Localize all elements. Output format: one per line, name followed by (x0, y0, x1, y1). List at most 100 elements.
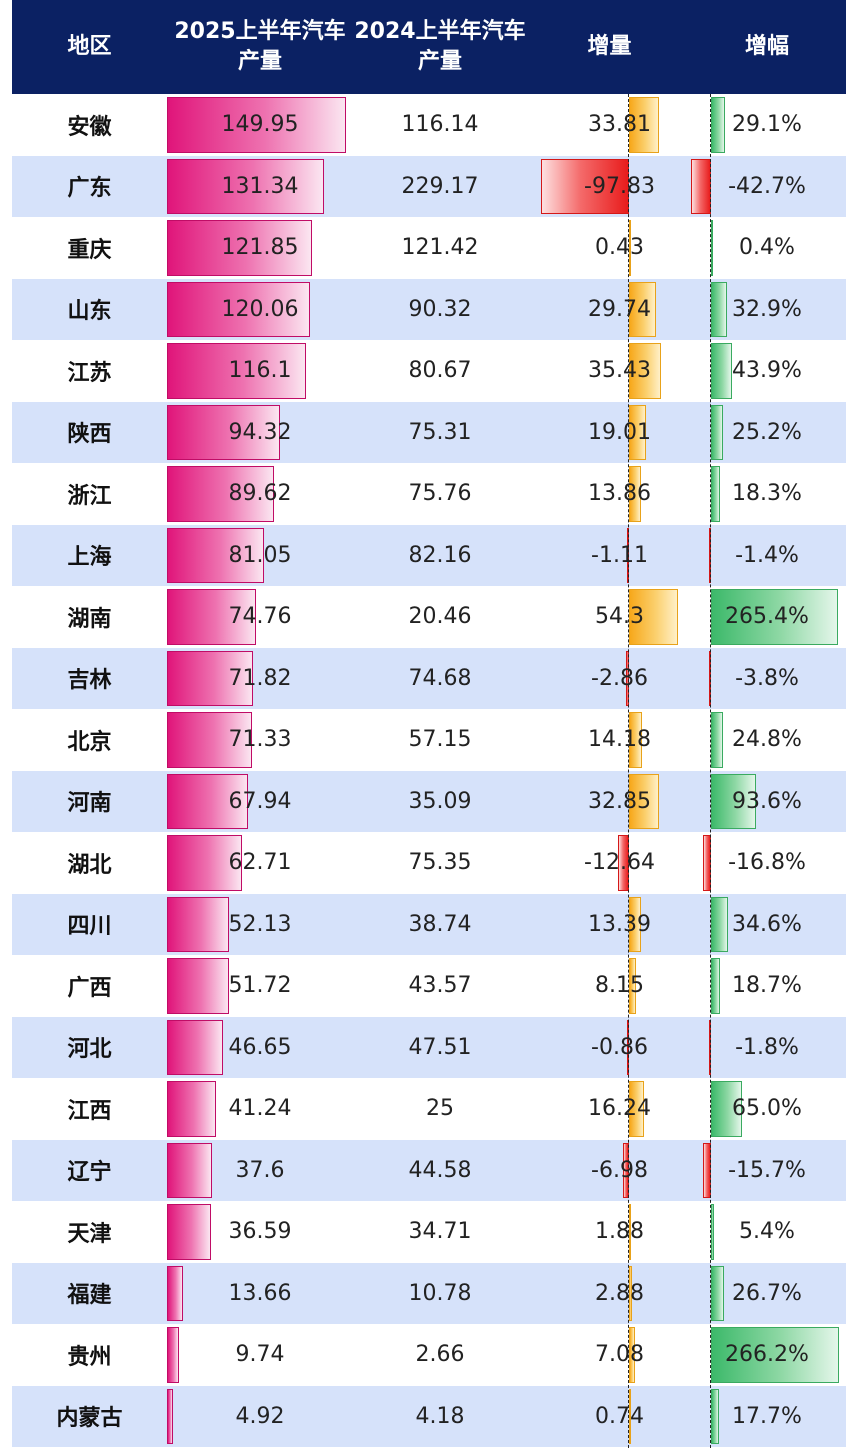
header-prod-2024: 2024上半年汽车 产量 (354, 19, 526, 74)
increase-cell: 16.24 (588, 1096, 651, 1122)
increase-cell: -6.98 (591, 1157, 648, 1183)
growth-bar (711, 466, 720, 522)
increase-cell: 35.43 (588, 358, 651, 384)
table-row: 安徽 149.95 116.14 33.81 29.1% (12, 94, 846, 156)
table-row: 辽宁 37.6 44.58 -6.98 -15.7% (12, 1139, 846, 1201)
growth-bar (711, 343, 733, 399)
increase-zero-axis (628, 94, 629, 1448)
growth-bar (711, 220, 713, 276)
increase-bar (629, 589, 678, 645)
growth-cell: -15.7% (728, 1157, 806, 1183)
production-bar (167, 404, 280, 460)
prod-2025-cell: 46.65 (228, 1034, 292, 1060)
table-header: 地区 2025上半年汽车 产量 2024上半年汽车 产量 增量 增幅 (12, 0, 846, 94)
region-cell: 陕西 (67, 422, 112, 448)
prod-2024-cell: 82.16 (408, 542, 472, 568)
prod-2025-cell: 62.71 (228, 850, 292, 876)
growth-bar (711, 589, 839, 645)
increase-bar (629, 896, 642, 952)
region-cell: 上海 (67, 545, 112, 571)
increase-bar (629, 1204, 631, 1260)
prod-2025-cell: 81.05 (228, 542, 292, 568)
increase-bar (629, 1081, 644, 1137)
table-row: 河南 67.94 35.09 32.85 93.6% (12, 770, 846, 832)
growth-cell: -16.8% (728, 850, 806, 876)
table-row: 天津 36.59 34.71 1.88 5.4% (12, 1201, 846, 1263)
increase-bar (540, 158, 629, 214)
production-bar (167, 835, 242, 891)
prod-2024-cell: 2.66 (415, 1342, 465, 1368)
prod-2024-cell: 20.46 (408, 604, 472, 630)
increase-cell: 2.88 (595, 1280, 644, 1306)
region-cell: 江西 (67, 1098, 112, 1124)
prod-2024-cell: 116.14 (401, 112, 479, 138)
increase-bar (629, 958, 637, 1014)
increase-cell: 8.15 (595, 973, 644, 999)
table-row: 山东 120.06 90.32 29.74 32.9% (12, 278, 846, 340)
production-bar (167, 1204, 211, 1260)
prod-2024-cell: 75.31 (408, 419, 472, 445)
region-cell: 湖南 (67, 606, 112, 632)
prod-2025-cell: 41.24 (228, 1096, 292, 1122)
region-cell: 内蒙古 (56, 1406, 123, 1432)
prod-2024-cell: 35.09 (408, 788, 472, 814)
increase-bar (629, 404, 647, 460)
region-cell: 山东 (67, 299, 112, 325)
prod-2024-cell: 43.57 (408, 973, 472, 999)
production-bar (167, 896, 230, 952)
prod-2025-cell: 71.82 (228, 665, 292, 691)
region-cell: 北京 (67, 729, 112, 755)
table-row: 福建 13.66 10.78 2.88 26.7% (12, 1262, 846, 1324)
increase-cell: -2.86 (591, 665, 648, 691)
table-row: 河北 46.65 47.51 -0.86 -1.8% (12, 1016, 846, 1078)
prod-2025-cell: 131.34 (221, 173, 299, 199)
prod-2025-cell: 120.06 (221, 296, 299, 322)
growth-cell: 5.4% (739, 1219, 795, 1245)
increase-bar (629, 220, 631, 276)
growth-bar (711, 281, 727, 337)
growth-bar (711, 958, 720, 1014)
prod-2025-cell: 121.85 (221, 235, 299, 261)
production-bar (167, 97, 346, 153)
prod-2025-cell: 74.76 (228, 604, 292, 630)
region-cell: 湖北 (67, 852, 112, 878)
increase-cell: 54.3 (595, 604, 644, 630)
prod-2024-cell: 121.42 (401, 235, 479, 261)
prod-2024-cell: 4.18 (415, 1403, 465, 1429)
region-cell: 辽宁 (67, 1160, 112, 1186)
region-cell: 广东 (67, 176, 112, 202)
growth-cell: 65.0% (732, 1096, 802, 1122)
growth-cell: 24.8% (732, 727, 802, 753)
increase-cell: 32.85 (588, 788, 651, 814)
increase-bar (629, 1327, 636, 1383)
production-table: 地区 2025上半年汽车 产量 2024上半年汽车 产量 增量 增幅 安徽 149… (12, 0, 846, 1448)
growth-cell: 17.7% (732, 1403, 802, 1429)
increase-bar (629, 97, 660, 153)
production-bar (167, 589, 257, 645)
table-row: 陕西 94.32 75.31 19.01 25.2% (12, 401, 846, 463)
prod-2025-cell: 71.33 (228, 727, 292, 753)
region-cell: 四川 (67, 914, 112, 940)
production-bar (167, 158, 324, 214)
growth-cell: 34.6% (732, 911, 802, 937)
prod-2025-cell: 67.94 (228, 788, 292, 814)
increase-cell: -97.83 (584, 173, 655, 199)
production-bar (167, 281, 311, 337)
region-cell: 天津 (67, 1221, 112, 1247)
growth-bar (711, 1204, 714, 1260)
increase-cell: 0.74 (595, 1403, 644, 1429)
prod-2025-cell: 13.66 (228, 1280, 292, 1306)
growth-cell: -1.4% (735, 542, 799, 568)
header-increase: 增量 (587, 34, 632, 59)
prod-2024-cell: 25 (426, 1096, 454, 1122)
table-row: 广西 51.72 43.57 8.15 18.7% (12, 955, 846, 1017)
region-cell: 浙江 (67, 483, 112, 509)
growth-cell: 266.2% (725, 1342, 809, 1368)
increase-cell: 7.08 (595, 1342, 644, 1368)
production-bar (167, 1388, 173, 1444)
prod-2025-cell: 37.6 (235, 1157, 285, 1183)
increase-bar (629, 712, 642, 768)
prod-2025-cell: 52.13 (228, 911, 292, 937)
prod-2025-cell: 149.95 (221, 112, 299, 138)
header-region: 地区 (67, 34, 112, 59)
